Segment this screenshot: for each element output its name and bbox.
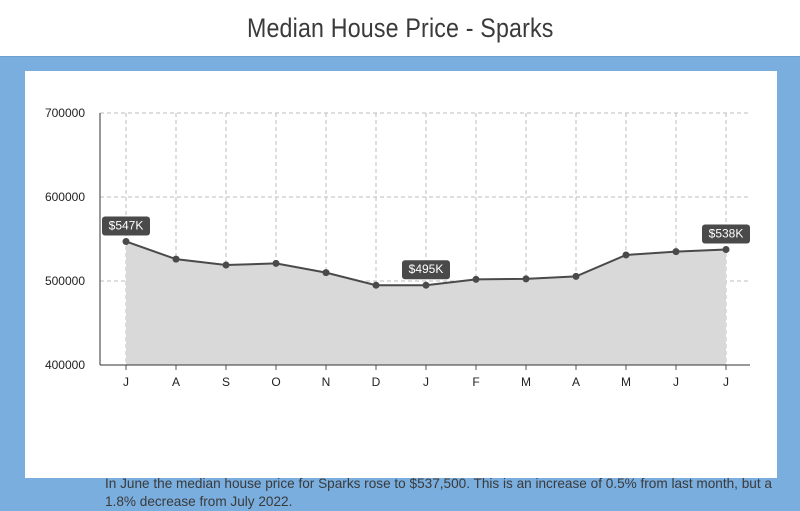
y-tick-label: 400000 <box>45 358 85 372</box>
x-tick-label: J <box>423 375 429 389</box>
price-area <box>126 241 726 365</box>
data-label: $538K <box>702 224 750 244</box>
page-header: Median House Price - Sparks <box>0 0 800 57</box>
data-label: $495K <box>402 260 450 280</box>
data-label-bg <box>102 216 150 236</box>
data-point <box>472 275 480 283</box>
points-layer <box>122 238 730 289</box>
data-label-text: $547K <box>109 219 144 233</box>
data-point <box>522 275 530 283</box>
y-tick-label: 700000 <box>45 106 85 120</box>
data-label-text: $495K <box>409 262 444 276</box>
x-tick-label: N <box>322 375 331 389</box>
data-point <box>122 238 130 246</box>
data-point <box>622 251 630 259</box>
chart-caption: In June the median house price for Spark… <box>105 476 772 509</box>
page-title: Median House Price - Sparks <box>246 12 554 43</box>
x-tick-label: F <box>472 375 479 389</box>
x-tick-label: J <box>723 375 729 389</box>
x-tick-label: S <box>222 375 230 389</box>
data-point <box>172 255 180 263</box>
x-tick-label: M <box>621 375 631 389</box>
x-tick-label: J <box>673 375 679 389</box>
y-tick-label: 600000 <box>45 190 85 204</box>
data-point <box>722 246 730 253</box>
data-point <box>372 281 380 289</box>
x-tick-label: O <box>271 375 280 389</box>
axis-layer: 700000 600000 500000 400000 J A S O N D J F M A M J J <box>45 106 750 389</box>
data-point <box>222 261 230 269</box>
chart-card: 700000 600000 500000 400000 J A S O N D J F M A M J J $5… <box>25 71 777 509</box>
x-tick-label: J <box>123 375 129 389</box>
data-label-bg <box>702 224 750 244</box>
data-label-bg <box>402 260 450 280</box>
x-tick-label: M <box>521 375 531 389</box>
x-tick-label: D <box>372 375 381 389</box>
data-point <box>672 248 680 256</box>
data-point <box>322 269 330 277</box>
data-point <box>422 281 430 289</box>
y-tick-label: 500000 <box>45 274 85 288</box>
data-point <box>272 259 280 267</box>
data-label: $547K <box>102 216 150 236</box>
data-point <box>572 272 580 280</box>
data-label-text: $538K <box>709 227 744 241</box>
x-tick-label: A <box>572 375 580 389</box>
x-tick-label: A <box>172 375 180 389</box>
labels-layer: $547K $495K $538K <box>102 216 750 280</box>
price-chart: 700000 600000 500000 400000 J A S O N D J F M A M J J $5… <box>45 106 750 389</box>
